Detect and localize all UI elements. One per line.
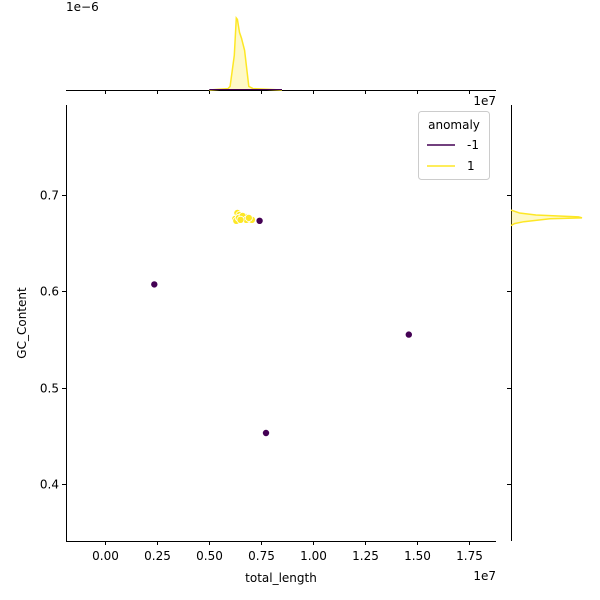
legend-title: anomaly: [428, 118, 480, 132]
top-marginal-density-line: [209, 15, 283, 91]
top-marginal-density-panel: 1e−6: [66, 0, 496, 94]
x-tick-label: 0.00: [92, 549, 119, 563]
data-point-anomaly-neg1: [150, 280, 159, 289]
legend-label: -1: [467, 138, 479, 152]
legend-label: 1: [467, 159, 475, 173]
x-tick-label: 0.50: [196, 549, 223, 563]
scatter-points: [150, 208, 413, 437]
y-tick-label: 0.7: [40, 189, 59, 203]
x-tick-label: 1.00: [300, 549, 327, 563]
y-axis-ticks: 0.4 0.5 0.6 0.7: [40, 189, 66, 492]
legend: anomaly -1 1: [418, 111, 490, 180]
top-x-offset-label: 1e7: [473, 94, 496, 108]
density-offset-label: 1e−6: [66, 0, 99, 14]
data-point-anomaly-1: [236, 215, 245, 224]
data-point-anomaly-neg1: [404, 330, 413, 339]
legend-items: -1 1: [427, 138, 479, 173]
right-marginal-density-line: [510, 209, 583, 227]
y-axis-label: GC_Content: [15, 287, 29, 359]
x-tick-label: 1.25: [352, 549, 379, 563]
top-marginal-density-fill: [209, 18, 282, 90]
x-axis-label: total_length: [245, 571, 317, 585]
right-marginal-ticks: [507, 195, 511, 485]
x-axis-ticks: 0.00 0.25 0.50 0.75 1.00 1.25 1.50 1.75: [92, 541, 483, 563]
y-tick-label: 0.5: [40, 382, 59, 396]
right-marginal-density-fill: [511, 210, 582, 226]
data-point-anomaly-neg1: [255, 216, 264, 225]
x-tick-label: 1.50: [404, 549, 431, 563]
x-tick-label: 1.75: [456, 549, 483, 563]
main-scatter-panel: 0.00 0.25 0.50 0.75 1.00 1.25 1.50 1.75 0.40.50…: [15, 105, 496, 585]
y-tick-label: 0.4: [40, 478, 59, 492]
data-point-anomaly-neg1: [261, 428, 270, 437]
right-marginal-density-panel: 1e7: [473, 94, 583, 541]
top-marginal-ticks: [105, 90, 470, 94]
x-tick-label: 0.75: [248, 549, 275, 563]
x-tick-label: 0.25: [144, 549, 171, 563]
data-point-anomaly-1: [244, 213, 253, 222]
y-tick-label: 0.6: [40, 285, 59, 299]
x-axis-offset-label: 1e7: [473, 569, 496, 583]
